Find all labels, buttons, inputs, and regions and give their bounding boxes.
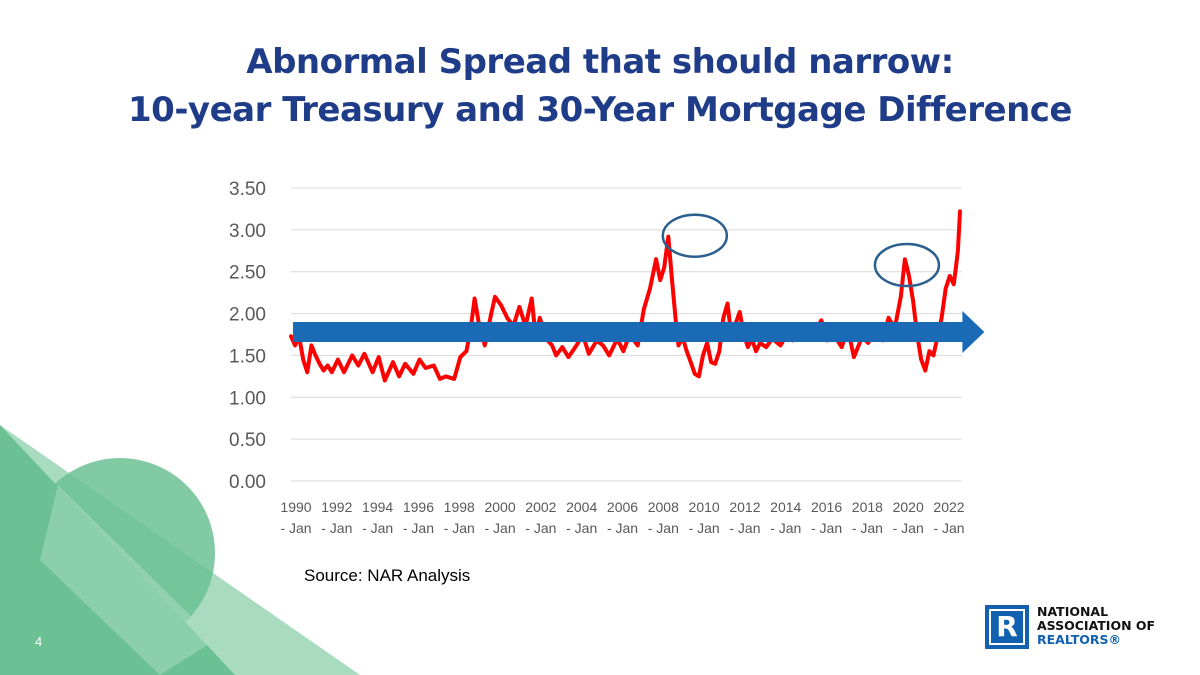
x-tick-month: - Jan (485, 520, 516, 536)
y-tick-label: 0.00 (229, 472, 266, 493)
x-tick-month: - Jan (525, 520, 556, 536)
x-tick-label: 2016 - Jan (811, 499, 842, 536)
x-tick-month: - Jan (729, 520, 760, 536)
x-tick-year: 1996 (403, 499, 434, 515)
y-tick-label: 1.50 (229, 346, 266, 367)
logo-line-1: NATIONAL (1037, 604, 1109, 619)
nar-logo: R NATIONAL ASSOCIATION OF REALTORS® (985, 605, 1185, 655)
x-tick-label: 2022 - Jan (933, 499, 964, 536)
y-tick-label: 2.50 (229, 263, 266, 284)
x-tick-month: - Jan (280, 520, 311, 536)
title-line-2: 10-year Treasury and 30-Year Mortgage Di… (128, 90, 1073, 130)
x-tick-year: 2006 (607, 499, 638, 515)
annotation-layer (293, 213, 985, 353)
realtor-r-logo-icon: R (985, 605, 1029, 649)
x-tick-label: 2010 - Jan (689, 499, 720, 536)
x-tick-month: - Jan (362, 520, 393, 536)
y-tick-label: 1.00 (229, 388, 266, 409)
x-tick-month: - Jan (811, 520, 842, 536)
logo-line-2: ASSOCIATION OF (1037, 618, 1156, 633)
page-title: Abnormal Spread that should narrow: 10-y… (0, 38, 1200, 134)
x-tick-year: 1992 (321, 499, 352, 515)
x-tick-month: - Jan (893, 520, 924, 536)
y-tick-label: 0.50 (229, 430, 266, 451)
x-tick-month: - Jan (403, 520, 434, 536)
x-tick-year: 2020 (893, 499, 924, 515)
x-tick-year: 2010 (689, 499, 720, 515)
x-tick-month: - Jan (689, 520, 720, 536)
x-tick-month: - Jan (770, 520, 801, 536)
source-note: Source: NAR Analysis (304, 566, 471, 585)
green-overlap-band (40, 485, 215, 675)
x-tick-label: 1994 - Jan (362, 499, 393, 536)
logo-mark-letter: R (989, 609, 1025, 645)
x-tick-label: 2008 - Jan (648, 499, 679, 536)
x-tick-month: - Jan (321, 520, 352, 536)
highlight-ellipse (873, 242, 941, 288)
y-tick-label: 3.00 (229, 221, 266, 242)
x-tick-label: 2002 - Jan (525, 499, 556, 536)
x-tick-label: 1998 - Jan (444, 499, 475, 536)
x-tick-label: 1996 - Jan (403, 499, 434, 536)
x-tick-year: 2022 (933, 499, 964, 515)
x-tick-month: - Jan (566, 520, 597, 536)
trend-arrow (293, 311, 985, 353)
y-axis-ticks: 0.00 0.50 1.00 1.50 2.00 2.50 3.00 3.50 (229, 179, 266, 493)
x-tick-label: 1992 - Jan (321, 499, 352, 536)
x-tick-label: 2000 - Jan (484, 499, 515, 536)
y-tick-label: 3.50 (229, 179, 266, 200)
x-tick-label: 2004 - Jan (566, 499, 597, 536)
x-tick-year: 2002 (525, 499, 556, 515)
x-tick-label: 2020 - Jan (893, 499, 924, 536)
logo-wordmark: NATIONAL ASSOCIATION OF REALTORS® (1037, 605, 1187, 647)
slide-number: 4 (35, 634, 43, 649)
x-tick-label: 2012 - Jan (729, 499, 760, 536)
x-tick-year: 1990 (280, 499, 311, 515)
x-tick-year: 2016 (811, 499, 842, 515)
highlight-ellipse (661, 213, 729, 258)
x-tick-year: 2000 (484, 499, 515, 515)
x-tick-label: 2014 - Jan (770, 499, 801, 536)
grid-lines (291, 187, 962, 482)
x-tick-month: - Jan (607, 520, 638, 536)
x-tick-month: - Jan (444, 520, 475, 536)
x-tick-month: - Jan (852, 520, 883, 536)
x-tick-year: 2004 (566, 499, 597, 515)
x-tick-year: 1998 (444, 499, 475, 515)
x-tick-year: 1994 (362, 499, 393, 515)
x-tick-month: - Jan (933, 520, 964, 536)
title-line-1: Abnormal Spread that should narrow: (246, 42, 954, 82)
x-tick-month: - Jan (648, 520, 679, 536)
x-tick-year: 2008 (648, 499, 679, 515)
x-tick-label: 1990 - Jan (280, 499, 311, 536)
y-tick-label: 2.00 (229, 305, 266, 326)
x-tick-year: 2014 (770, 499, 801, 515)
logo-line-3: REALTORS® (1037, 632, 1122, 647)
x-tick-label: 2018 - Jan (852, 499, 883, 536)
x-tick-label: 2006 - Jan (607, 499, 638, 536)
x-tick-year: 2018 (852, 499, 883, 515)
x-tick-year: 2012 (729, 499, 760, 515)
